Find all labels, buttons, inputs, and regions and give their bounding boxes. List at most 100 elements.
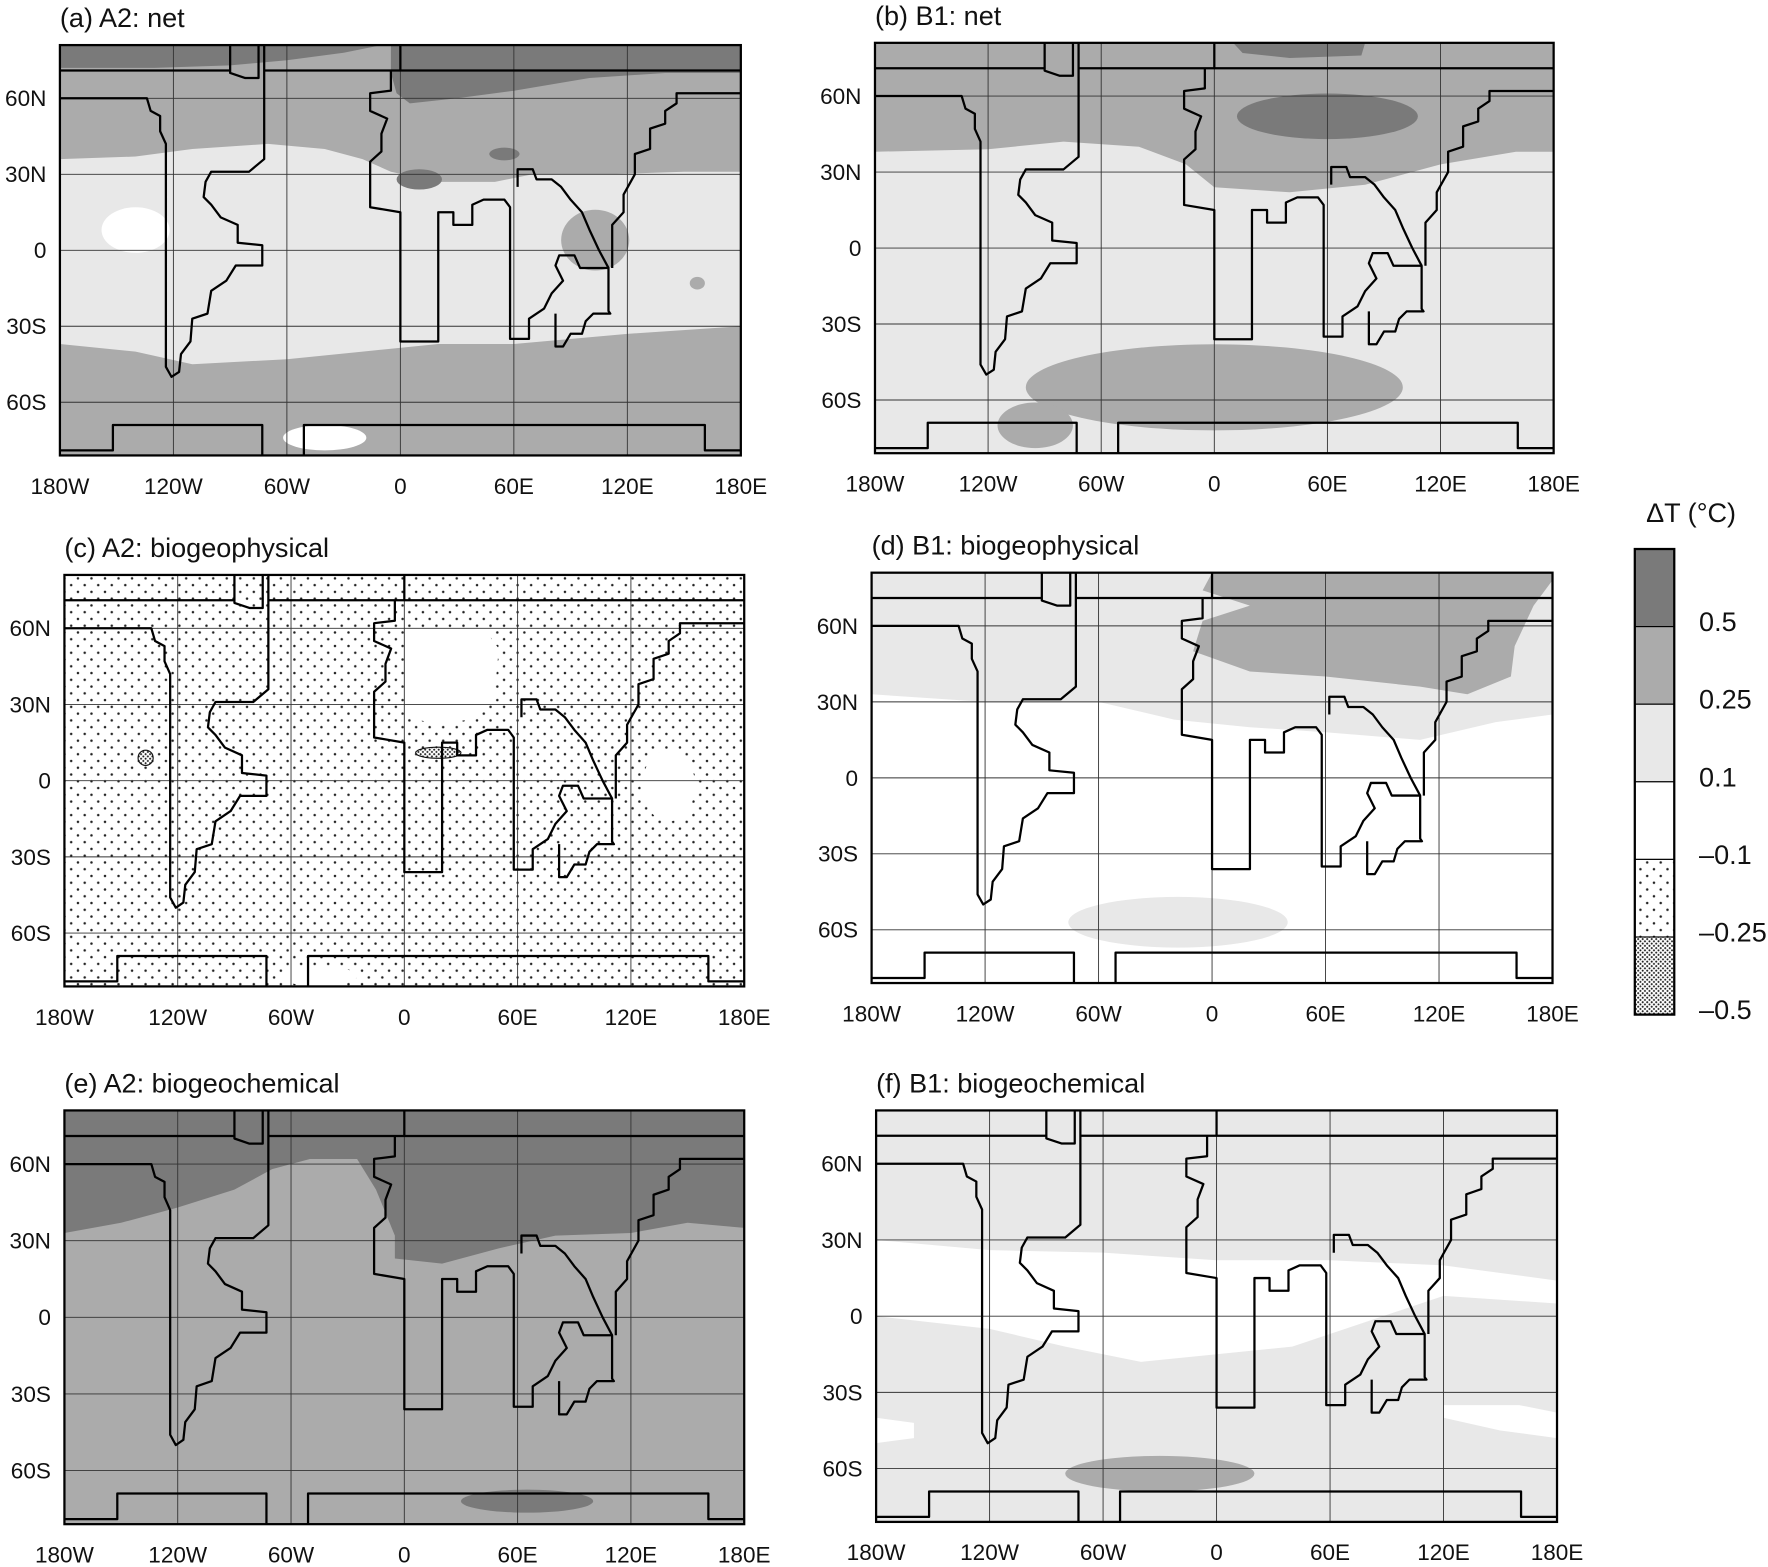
lon-tick-label: 120E xyxy=(605,1005,658,1030)
coastline xyxy=(1043,42,1075,77)
lon-tick-label: 0 xyxy=(1208,472,1221,497)
lat-tick-label: 60S xyxy=(821,388,861,413)
panel-b: (b) B1: net 180W 120W 60W 0 60E 120E 180E 60N 30N… xyxy=(820,1,1580,497)
coastline xyxy=(302,423,741,456)
lat-tick-label: 30N xyxy=(817,690,858,715)
lon-tick-label: 60W xyxy=(264,474,311,499)
coastline xyxy=(871,572,1078,906)
map-panels: (a) A2: net 180W 120W 60W 0 60E 120E 180E 60N 30N… xyxy=(5,1,1583,1567)
map-frame xyxy=(874,1109,1559,1524)
lat-tick-label: 60N xyxy=(817,614,858,639)
panel-title: (d) B1: biogeophysical xyxy=(872,531,1140,561)
contour-region-white xyxy=(404,628,499,725)
lat-tick-label: 30S xyxy=(6,314,46,339)
coastline xyxy=(1332,1233,1426,1335)
panel-title: (c) A2: biogeophysical xyxy=(64,533,329,563)
lon-tick-label: 60W xyxy=(268,1005,315,1030)
coastline xyxy=(1330,165,1423,267)
map-frame xyxy=(63,1109,746,1526)
map-frame xyxy=(873,41,1555,455)
contour-region-dark xyxy=(460,1489,594,1513)
panel-title: (f) B1: biogeochemical xyxy=(876,1068,1145,1098)
coastline xyxy=(1045,1110,1076,1145)
contour-region-mid xyxy=(689,276,705,290)
coastline xyxy=(520,1234,614,1336)
panel-f: (f) B1: biogeochemical 180W 120W 60W 0 60E 120… xyxy=(821,1068,1583,1565)
coastline xyxy=(233,574,264,610)
lon-tick-label: 120E xyxy=(1417,1540,1470,1565)
lat-tick-label: 0 xyxy=(850,1304,863,1329)
lon-tick-label: 60W xyxy=(1080,1540,1127,1565)
lon-tick-label: 60E xyxy=(498,1542,538,1567)
legend-label: –0.1 xyxy=(1699,840,1752,870)
contour-region-white xyxy=(283,425,367,451)
contour-region-dense xyxy=(137,749,154,767)
map-area xyxy=(64,1110,745,1525)
lat-tick-label: 60S xyxy=(11,921,51,946)
lon-tick-label: 0 xyxy=(1210,1540,1223,1565)
lat-tick-label: 60N xyxy=(820,84,861,109)
contour-region-white xyxy=(642,750,696,822)
lon-tick-label: 60E xyxy=(494,474,534,499)
lat-tick-label: 30N xyxy=(5,162,46,187)
lon-tick-label: 0 xyxy=(394,474,407,499)
coastline xyxy=(369,70,612,348)
lat-tick-label: 60N xyxy=(821,1152,862,1177)
coastline xyxy=(233,1110,264,1145)
legend-label: 0.1 xyxy=(1699,762,1737,792)
lat-tick-label: 60S xyxy=(11,1458,51,1483)
coastline xyxy=(876,1490,1080,1522)
lon-tick-label: 120E xyxy=(1414,472,1467,497)
coastline xyxy=(1427,1157,1558,1334)
lat-tick-label: 60N xyxy=(10,1152,51,1177)
coastline xyxy=(1328,695,1422,797)
panel-a: (a) A2: net 180W 120W 60W 0 60E 120E 180E 60N 30N… xyxy=(5,3,767,499)
lat-tick-label: 0 xyxy=(846,766,859,791)
lon-tick-label: 120W xyxy=(144,474,204,499)
lat-tick-label: 30N xyxy=(10,1229,51,1254)
legend-swatch-dark xyxy=(1634,548,1675,628)
legend-label: 0.5 xyxy=(1699,607,1737,637)
lon-tick-label: 180W xyxy=(847,1540,907,1565)
panel-title: (b) B1: net xyxy=(875,1,1002,31)
lon-tick-label: 180W xyxy=(30,474,90,499)
coastline xyxy=(64,1492,268,1525)
contour-region-white xyxy=(876,1417,914,1444)
coastline xyxy=(1422,619,1553,796)
lon-tick-label: 180W xyxy=(846,472,906,497)
lon-tick-label: 180W xyxy=(842,1001,902,1026)
lat-tick-label: 0 xyxy=(849,236,862,261)
coastline xyxy=(1424,89,1554,266)
map-area xyxy=(876,1110,1558,1522)
coastline xyxy=(64,574,270,909)
lon-tick-label: 120E xyxy=(601,474,654,499)
lon-tick-label: 60W xyxy=(268,1542,315,1567)
coastline xyxy=(611,92,741,268)
map-area xyxy=(59,45,741,456)
lat-tick-label: 60S xyxy=(6,390,46,415)
lon-tick-label: 120W xyxy=(956,1001,1016,1026)
map-frame xyxy=(63,573,746,988)
lat-tick-label: 30S xyxy=(821,312,861,337)
coastline xyxy=(874,421,1078,454)
lon-tick-label: 60E xyxy=(1307,472,1347,497)
lon-tick-label: 0 xyxy=(398,1542,411,1567)
lon-tick-label: 60W xyxy=(1078,472,1125,497)
coastline xyxy=(1118,1490,1558,1522)
lon-tick-label: 120E xyxy=(1413,1001,1466,1026)
lat-tick-label: 30N xyxy=(820,160,861,185)
lon-tick-label: 180E xyxy=(718,1005,771,1030)
coastline xyxy=(229,45,260,80)
coastline xyxy=(520,698,614,800)
contour-region-dark xyxy=(1233,42,1366,59)
lat-tick-label: 60N xyxy=(10,616,51,641)
lon-tick-label: 60E xyxy=(1310,1540,1350,1565)
legend: ΔT (°C) 0.5 0.25 0.1 –0.1 –0.25 –0.5 xyxy=(1633,498,1767,1025)
panel-d: (d) B1: biogeophysical 180W 120W 60W 0 60E 120… xyxy=(817,531,1579,1027)
contour-region-mid xyxy=(1065,1455,1255,1492)
lon-tick-label: 60E xyxy=(498,1005,538,1030)
lon-tick-label: 120W xyxy=(148,1542,208,1567)
lon-tick-label: 120W xyxy=(960,1540,1020,1565)
contour-region-white xyxy=(1443,1405,1558,1439)
